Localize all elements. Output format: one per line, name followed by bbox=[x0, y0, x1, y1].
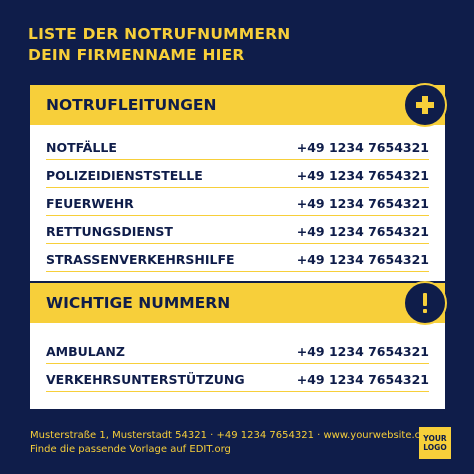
row-label: AMBULANZ bbox=[46, 344, 125, 359]
footer-contact: Musterstraße 1, Musterstadt 54321 · +49 … bbox=[30, 430, 437, 441]
row-label: FEUERWEHR bbox=[46, 196, 134, 211]
emergency-lines-card: NOTRUFLEITUNGEN NOTFÄLLE +49 1234 765432… bbox=[30, 83, 447, 281]
footer: Musterstraße 1, Musterstadt 54321 · +49 … bbox=[30, 429, 436, 457]
important-numbers-card: WICHTIGE NUMMERN AMBULANZ +49 1234 76543… bbox=[30, 281, 447, 409]
logo-line-1: YOUR bbox=[423, 434, 447, 443]
row-phone: +49 1234 7654321 bbox=[296, 252, 429, 267]
title-line-2: DEIN FIRMENNAME HIER bbox=[28, 46, 245, 64]
row-label: STRASSENVERKEHRSHILFE bbox=[46, 252, 235, 267]
row-phone: +49 1234 7654321 bbox=[296, 344, 429, 359]
row-phone: +49 1234 7654321 bbox=[296, 196, 429, 211]
emergency-lines-heading: NOTRUFLEITUNGEN bbox=[46, 96, 217, 114]
list-item: RETTUNGSDIENST +49 1234 7654321 bbox=[46, 221, 429, 244]
row-label: NOTFÄLLE bbox=[46, 140, 117, 155]
plus-icon bbox=[403, 83, 447, 127]
important-numbers-heading: WICHTIGE NUMMERN bbox=[46, 294, 231, 312]
title-line-1: LISTE DER NOTRUFNUMMERN bbox=[28, 25, 291, 43]
logo-line-2: LOGO bbox=[423, 443, 447, 452]
footer-template-note: Finde die passende Vorlage auf EDIT.org bbox=[30, 444, 231, 455]
row-phone: +49 1234 7654321 bbox=[296, 140, 429, 155]
list-item: AMBULANZ +49 1234 7654321 bbox=[46, 341, 429, 364]
list-item: VERKEHRSUNTERSTÜTZUNG +49 1234 7654321 bbox=[46, 369, 429, 392]
row-label: POLIZEIDIENSTSTELLE bbox=[46, 168, 203, 183]
important-numbers-header: WICHTIGE NUMMERN bbox=[30, 281, 447, 325]
row-label: RETTUNGSDIENST bbox=[46, 224, 173, 239]
page-title: LISTE DER NOTRUFNUMMERN DEIN FIRMENNAME … bbox=[28, 24, 290, 66]
list-item: STRASSENVERKEHRSHILFE +49 1234 7654321 bbox=[46, 249, 429, 272]
exclamation-icon bbox=[403, 281, 447, 325]
emergency-lines-header: NOTRUFLEITUNGEN bbox=[30, 83, 447, 127]
list-item: NOTFÄLLE +49 1234 7654321 bbox=[46, 137, 429, 160]
row-phone: +49 1234 7654321 bbox=[296, 224, 429, 239]
row-label: VERKEHRSUNTERSTÜTZUNG bbox=[46, 372, 245, 387]
list-item: FEUERWEHR +49 1234 7654321 bbox=[46, 193, 429, 216]
row-phone: +49 1234 7654321 bbox=[296, 168, 429, 183]
list-item: POLIZEIDIENSTSTELLE +49 1234 7654321 bbox=[46, 165, 429, 188]
logo: YOUR LOGO bbox=[419, 427, 451, 459]
row-phone: +49 1234 7654321 bbox=[296, 372, 429, 387]
